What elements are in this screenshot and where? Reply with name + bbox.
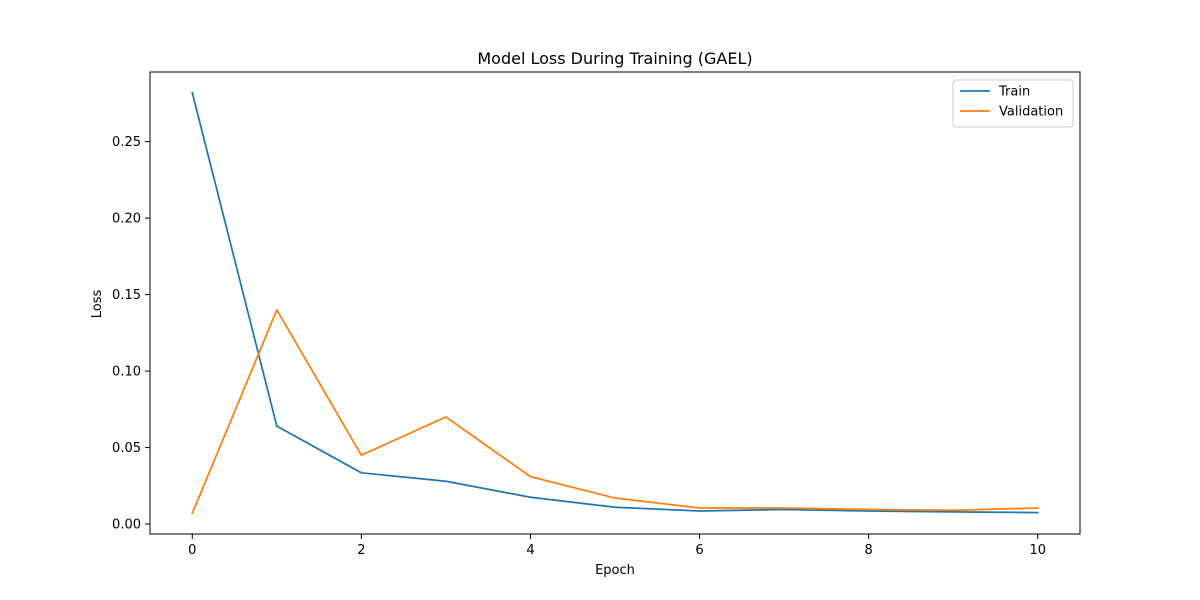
y-tick-label: 0.15 bbox=[112, 288, 141, 303]
x-tick-label: 6 bbox=[695, 543, 703, 558]
x-tick-label: 4 bbox=[526, 543, 534, 558]
y-tick-label: 0.05 bbox=[112, 441, 141, 456]
series-line-validation bbox=[191, 309, 1039, 515]
y-tick-label: 0.00 bbox=[112, 518, 141, 533]
series-lines bbox=[191, 91, 1039, 515]
x-tick-label: 10 bbox=[1029, 543, 1046, 558]
legend-label-validation: Validation bbox=[999, 105, 1063, 120]
legend: Train Validation bbox=[952, 79, 1074, 128]
axes-frame bbox=[149, 71, 1081, 535]
x-axis-ticks: 0 2 4 6 8 10 bbox=[188, 534, 1046, 558]
y-axis-ticks: 0.00 0.05 0.10 0.15 0.20 0.25 bbox=[112, 135, 150, 533]
x-tick-label: 2 bbox=[357, 543, 365, 558]
x-axis-label: Epoch bbox=[595, 563, 635, 578]
chart-title: Model Loss During Training (GAEL) bbox=[477, 49, 752, 68]
series-line-train bbox=[191, 91, 1039, 514]
y-axis-label: Loss bbox=[90, 290, 105, 319]
y-tick-label: 0.25 bbox=[112, 135, 141, 150]
y-tick-label: 0.10 bbox=[112, 365, 141, 380]
x-tick-label: 8 bbox=[864, 543, 872, 558]
x-tick-label: 0 bbox=[188, 543, 196, 558]
legend-label-train: Train bbox=[998, 85, 1030, 100]
plot-area: 0 2 4 6 8 10 0.00 0.05 0.10 0.15 0.20 0.25 bbox=[112, 71, 1081, 558]
y-tick-label: 0.20 bbox=[112, 212, 141, 227]
